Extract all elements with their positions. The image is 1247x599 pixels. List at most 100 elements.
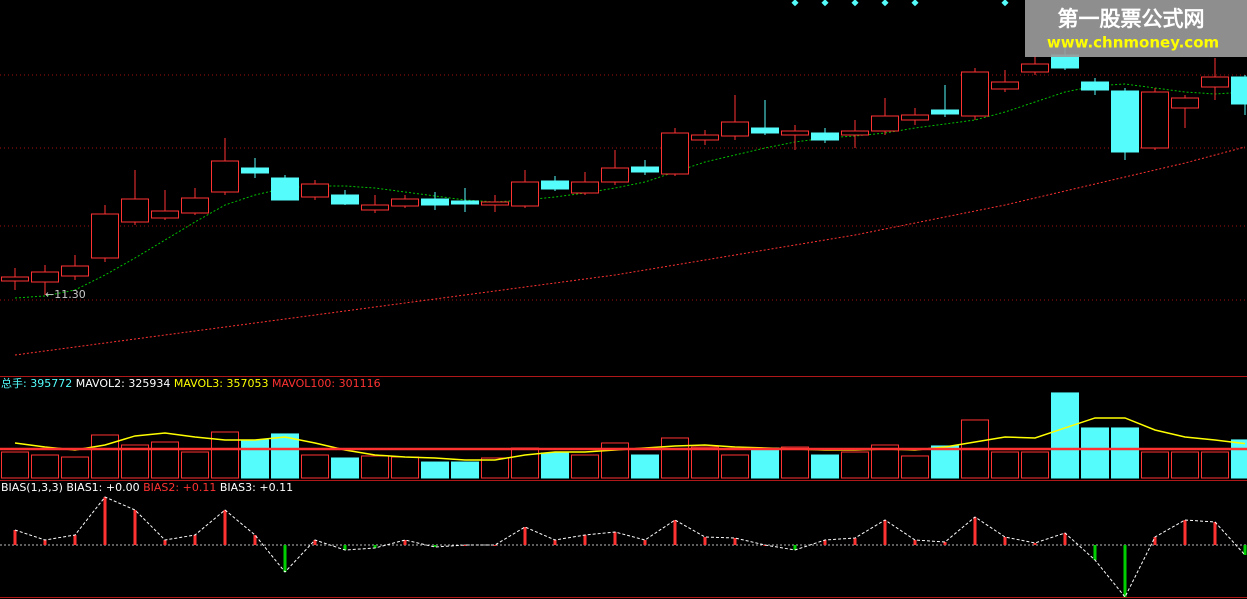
- candle-body: [1231, 76, 1247, 105]
- bias-bar: [1063, 533, 1067, 545]
- bias-bar: [913, 540, 917, 545]
- bias-bar: [1093, 545, 1097, 560]
- low-annotation: ←11.30: [45, 288, 86, 301]
- bias-bar: [343, 545, 347, 550]
- bias-bar: [1243, 545, 1247, 555]
- bias-bar: [823, 540, 827, 545]
- volume-bar: [181, 451, 209, 479]
- bias-line: [14, 496, 1246, 598]
- candle-body: [841, 130, 869, 136]
- bias-bar: [493, 545, 497, 546]
- candle-body: [1081, 81, 1109, 91]
- legend-name: BIAS3:: [220, 481, 256, 494]
- volume-bar: [31, 454, 59, 479]
- bias-bar: [313, 540, 317, 545]
- legend-value: 395772: [30, 377, 72, 390]
- candle-body: [241, 167, 269, 174]
- candle-body: [871, 115, 899, 132]
- bias-bar: [103, 497, 107, 545]
- legend-name: BIAS2:: [143, 481, 179, 494]
- watermark-box: [1025, 0, 1247, 57]
- bias-bar: [733, 538, 737, 545]
- watermark-url: www.chnmoney.com: [1047, 34, 1219, 52]
- bias-bar: [463, 545, 467, 546]
- candle-body: [901, 114, 929, 121]
- moving-average: [14, 146, 1246, 356]
- volume-bar: [841, 451, 869, 479]
- bias-bar: [1003, 537, 1007, 545]
- bias-bar: [1183, 520, 1187, 545]
- candle-body: [271, 177, 299, 201]
- bias-bar: [763, 545, 767, 546]
- volume-bar: [811, 454, 839, 479]
- volume-bar: [1081, 427, 1109, 479]
- bias-bar: [583, 535, 587, 545]
- volume-bar: [421, 461, 449, 479]
- volume-bar: [271, 433, 299, 479]
- candle-body: [481, 201, 509, 206]
- candle-body: [751, 127, 779, 134]
- signal-dot: [791, 0, 799, 7]
- candle-body: [1171, 97, 1199, 109]
- volume-bar: [571, 454, 599, 479]
- candle-body: [391, 198, 419, 207]
- watermark-title: 第一股票公式网: [1058, 7, 1205, 31]
- signal-dot: [851, 0, 859, 7]
- candle-body: [571, 181, 599, 194]
- candle-body: [181, 197, 209, 214]
- signal-dot: [821, 0, 829, 7]
- bias-bar: [673, 520, 677, 545]
- volume-bar: [931, 445, 959, 479]
- candle-body: [1201, 76, 1229, 88]
- candle-body: [91, 213, 119, 259]
- candle-body: [511, 181, 539, 207]
- volume-bar: [781, 446, 809, 479]
- bias-bar: [613, 532, 617, 545]
- candle-body: [361, 204, 389, 211]
- plot: ←11.30 总手: 395772 MAVOL2: 325934 MAVOL3: …: [0, 45, 1247, 598]
- volume-bar: [1201, 451, 1229, 479]
- volume-bar: [331, 457, 359, 479]
- candle-body: [301, 183, 329, 198]
- bias-bar: [1213, 522, 1217, 545]
- bias-bar: [973, 517, 977, 545]
- candle-body: [991, 81, 1019, 90]
- candle-body: [541, 180, 569, 190]
- volume-bar: [901, 455, 929, 479]
- candle-body: [421, 198, 449, 206]
- volume-bar: [1111, 427, 1139, 479]
- candle-body: [961, 71, 989, 117]
- candle-body: [331, 194, 359, 205]
- panel-legend: 总手: 395772 MAVOL2: 325934 MAVOL3: 357053…: [1, 376, 381, 390]
- volume-bar: [871, 444, 899, 479]
- legend-name: MAVOL3:: [174, 377, 223, 390]
- volume-bar: [991, 451, 1019, 479]
- bias-bar: [13, 530, 17, 545]
- candle-body: [781, 130, 809, 136]
- volume-bar: [481, 457, 509, 479]
- signal-dot: [881, 0, 889, 7]
- volume-bar: [301, 454, 329, 479]
- volume-bar: [121, 444, 149, 479]
- bias-bar: [703, 537, 707, 545]
- bias-bar: [943, 542, 947, 545]
- bias-bar: [523, 527, 527, 545]
- bias-bar: [193, 535, 197, 545]
- bias-bar: [883, 520, 887, 545]
- candle-body: [661, 132, 689, 175]
- volume-bar: [511, 447, 539, 479]
- volume-bar: [1021, 451, 1049, 479]
- signal-dot: [1001, 0, 1009, 7]
- legend-name: BIAS1:: [66, 481, 102, 494]
- legend-value: +0.11: [183, 481, 217, 494]
- volume-bar: [1051, 392, 1079, 479]
- bias-bar: [133, 510, 137, 545]
- bias-bar: [283, 545, 287, 572]
- volume-bar: [1231, 439, 1247, 479]
- volume-bar: [241, 439, 269, 479]
- volume-bar: [151, 441, 179, 479]
- bias-bar: [433, 545, 437, 547]
- bias-bar: [853, 538, 857, 545]
